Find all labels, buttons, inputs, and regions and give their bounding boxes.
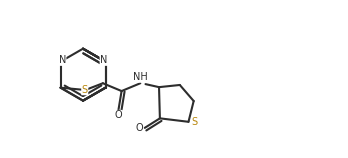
Text: O: O (135, 123, 143, 133)
Text: N: N (100, 55, 108, 65)
Text: S: S (191, 117, 198, 127)
Text: S: S (82, 85, 88, 95)
Text: N: N (58, 55, 66, 65)
Text: NH: NH (133, 72, 148, 82)
Text: O: O (114, 110, 122, 120)
